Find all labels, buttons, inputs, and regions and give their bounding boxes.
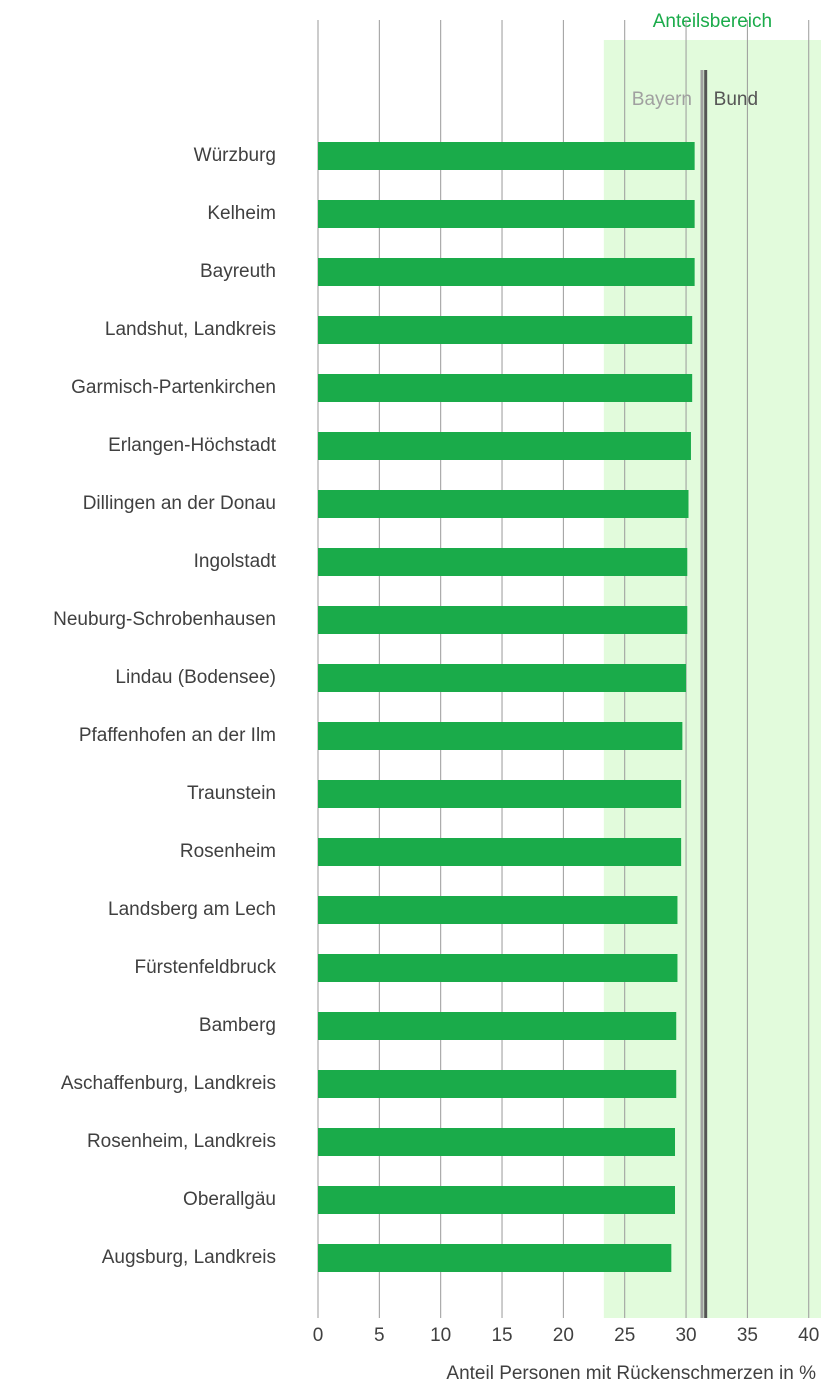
- x-tick-label: 35: [737, 1325, 758, 1346]
- x-axis-label: Anteil Personen mit Rückenschmerzen in %: [446, 1363, 816, 1384]
- y-tick-label: Landsberg am Lech: [108, 899, 276, 920]
- bar: [318, 548, 688, 576]
- bar: [318, 1186, 676, 1214]
- bar: [318, 780, 682, 808]
- bar: [318, 490, 689, 518]
- bar: [318, 200, 695, 228]
- y-tick-label: Pfaffenhofen an der Ilm: [79, 725, 276, 746]
- bar: [318, 1070, 677, 1098]
- x-tick-label: 20: [553, 1325, 574, 1346]
- reference-label: Bund: [714, 89, 758, 110]
- bar: [318, 316, 693, 344]
- bar: [318, 1012, 677, 1040]
- y-tick-label: Lindau (Bodensee): [115, 667, 276, 688]
- x-tick-label: 0: [313, 1325, 324, 1346]
- y-tick-label: Dillingen an der Donau: [83, 493, 276, 514]
- y-tick-label: Kelheim: [207, 203, 276, 224]
- bar: [318, 954, 678, 982]
- y-tick-label: Fürstenfeldbruck: [134, 957, 276, 978]
- y-tick-label: Ingolstadt: [194, 551, 277, 572]
- x-tick-label: 15: [491, 1325, 512, 1346]
- bar: [318, 1244, 672, 1272]
- y-tick-label: Landshut, Landkreis: [105, 319, 276, 340]
- x-tick-label: 40: [798, 1325, 819, 1346]
- bar: [318, 896, 678, 924]
- bar: [318, 258, 695, 286]
- reference-label: Bayern: [632, 89, 692, 110]
- y-tick-label: Aschaffenburg, Landkreis: [61, 1073, 276, 1094]
- x-tick-label: 10: [430, 1325, 451, 1346]
- y-tick-label: Garmisch-Partenkirchen: [71, 377, 276, 398]
- x-tick-label: 5: [374, 1325, 385, 1346]
- y-tick-label: Würzburg: [194, 145, 276, 166]
- y-tick-label: Neuburg-Schrobenhausen: [53, 609, 276, 630]
- bar: [318, 606, 688, 634]
- bar: [318, 432, 691, 460]
- y-tick-label: Bamberg: [199, 1015, 276, 1036]
- bar: [318, 722, 683, 750]
- y-tick-label: Bayreuth: [200, 261, 276, 282]
- band-label: Anteilsbereich: [653, 11, 772, 32]
- y-tick-label: Traunstein: [187, 783, 276, 804]
- y-tick-label: Rosenheim, Landkreis: [87, 1131, 276, 1152]
- bar: [318, 664, 687, 692]
- bar: [318, 374, 693, 402]
- bar: [318, 142, 695, 170]
- bar: [318, 1128, 676, 1156]
- y-tick-label: Erlangen-Höchstadt: [108, 435, 277, 456]
- y-tick-label: Oberallgäu: [183, 1189, 276, 1210]
- y-tick-label: Augsburg, Landkreis: [102, 1247, 276, 1268]
- x-tick-label: 25: [614, 1325, 635, 1346]
- x-tick-label: 30: [675, 1325, 696, 1346]
- bar: [318, 838, 682, 866]
- y-tick-label: Rosenheim: [180, 841, 276, 862]
